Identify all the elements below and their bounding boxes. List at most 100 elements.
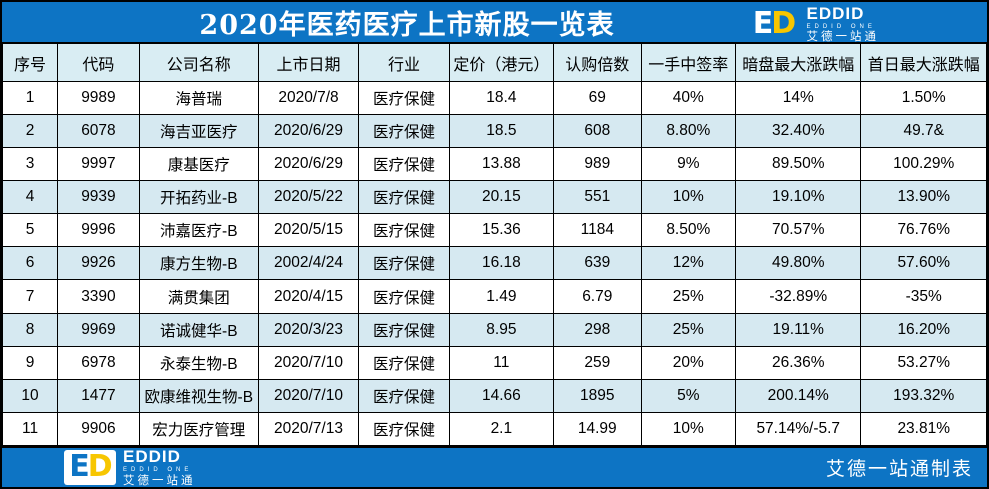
badge-letter-e: E — [752, 6, 773, 42]
cell-industry: 医疗保健 — [358, 378, 450, 413]
cell-index: 8 — [1, 312, 59, 347]
badge-letter-d: D — [771, 6, 796, 42]
cell-list-date: 2020/7/8 — [257, 80, 360, 116]
table-row: 4 9939 开拓药业-B 2020/5/22 医疗保健 20.15 551 10% 19.10… — [1, 180, 987, 215]
cell-code: 9926 — [57, 246, 140, 281]
cell-code: 1477 — [57, 378, 140, 413]
cell-price-hkd: 8.95 — [448, 312, 555, 347]
cell-company: 欧康维视生物-B — [138, 378, 259, 413]
eddid-logo-top: E D EDDID EDDID ONE 艾德一站通 — [748, 5, 880, 43]
cell-first-day-max-change: 57.60% — [860, 246, 987, 281]
cell-code: 3390 — [57, 279, 140, 314]
cell-subscription-multiple: 14.99 — [553, 411, 642, 447]
cell-first-day-max-change: 53.27% — [860, 345, 987, 380]
cell-grey-market-max-change: 89.50% — [735, 147, 862, 182]
cell-lot-win-rate: 10% — [640, 180, 737, 215]
cell-company: 康基医疗 — [138, 147, 259, 182]
cell-code: 9939 — [57, 180, 140, 215]
cell-grey-market-max-change: 14% — [735, 80, 862, 116]
cell-price-hkd: 2.1 — [448, 411, 555, 447]
cell-index: 5 — [1, 213, 59, 248]
cell-list-date: 2020/5/15 — [257, 213, 360, 248]
table-body: 1 9989 海普瑞 2020/7/8 医疗保健 18.4 69 40% 14% 1.50% 2 60… — [1, 80, 987, 447]
cell-company: 海吉亚医疗 — [138, 114, 259, 149]
cell-grey-market-max-change: -32.89% — [735, 279, 862, 314]
cell-industry: 医疗保健 — [358, 213, 450, 248]
cell-company: 海普瑞 — [138, 80, 259, 116]
column-header-subscription-multiple: 认购倍数 — [553, 43, 642, 82]
cell-lot-win-rate: 8.50% — [640, 213, 737, 248]
cell-lot-win-rate: 9% — [640, 147, 737, 182]
cell-index: 6 — [1, 246, 59, 281]
cell-industry: 医疗保健 — [358, 180, 450, 215]
table-row: 8 9969 诺诚健华-B 2020/3/23 医疗保健 8.95 298 25% 19.11%… — [1, 312, 987, 347]
cell-industry: 医疗保健 — [358, 411, 450, 447]
cell-code: 6978 — [57, 345, 140, 380]
cell-list-date: 2020/7/10 — [257, 345, 360, 380]
cell-list-date: 2020/7/10 — [257, 378, 360, 413]
cell-lot-win-rate: 25% — [640, 312, 737, 347]
cell-company: 永泰生物-B — [138, 345, 259, 380]
cell-industry: 医疗保健 — [358, 246, 450, 281]
cell-index: 7 — [1, 279, 59, 314]
cell-price-hkd: 18.4 — [448, 80, 555, 116]
cell-grey-market-max-change: 57.14%/-5.7 — [735, 411, 862, 447]
cell-company: 沛嘉医疗-B — [138, 213, 259, 248]
cell-price-hkd: 13.88 — [448, 147, 555, 182]
cell-code: 9906 — [57, 411, 140, 447]
cell-subscription-multiple: 639 — [553, 246, 642, 281]
column-header-price-hkd: 定价（港元） — [448, 43, 555, 82]
column-header-grey-market-max-change: 暗盘最大涨跌幅 — [735, 43, 862, 82]
cell-grey-market-max-change: 19.10% — [735, 180, 862, 215]
cell-grey-market-max-change: 19.11% — [735, 312, 862, 347]
cell-lot-win-rate: 12% — [640, 246, 737, 281]
eddid-subtitle: EDDID ONE — [123, 467, 193, 474]
cell-code: 9996 — [57, 213, 140, 248]
cell-first-day-max-change: 13.90% — [860, 180, 987, 215]
page-title: 2020年医药医疗上市新股一览表 — [199, 9, 615, 41]
cell-company: 康方生物-B — [138, 246, 259, 281]
cell-code: 9997 — [57, 147, 140, 182]
eddid-wordmark: EDDID — [123, 447, 181, 467]
cell-index: 1 — [1, 80, 59, 116]
eddid-logo-text: EDDID EDDID ONE 艾德一站通 — [807, 5, 880, 43]
cell-price-hkd: 20.15 — [448, 180, 555, 215]
cell-subscription-multiple: 1184 — [553, 213, 642, 248]
column-header-lot-win-rate: 一手中签率 — [640, 43, 737, 82]
cell-grey-market-max-change: 32.40% — [735, 114, 862, 149]
cell-first-day-max-change: -35% — [860, 279, 987, 314]
cell-list-date: 2020/3/23 — [257, 312, 360, 347]
cell-industry: 医疗保健 — [358, 114, 450, 149]
cell-industry: 医疗保健 — [358, 312, 450, 347]
cell-company: 开拓药业-B — [138, 180, 259, 215]
cell-grey-market-max-change: 200.14% — [735, 378, 862, 413]
table-row: 5 9996 沛嘉医疗-B 2020/5/15 医疗保健 15.36 1184 8.50% 70… — [1, 213, 987, 248]
cell-first-day-max-change: 193.32% — [860, 378, 987, 413]
cell-subscription-multiple: 1895 — [553, 378, 642, 413]
eddid-subtitle: EDDID ONE — [806, 23, 876, 30]
cell-lot-win-rate: 8.80% — [640, 114, 737, 149]
column-header-industry: 行业 — [358, 43, 450, 82]
cell-price-hkd: 14.66 — [448, 378, 555, 413]
cell-lot-win-rate: 10% — [640, 411, 737, 447]
cell-code: 9989 — [57, 80, 140, 116]
eddid-badge-icon: E D — [64, 449, 116, 485]
cell-industry: 医疗保健 — [358, 80, 450, 116]
cell-lot-win-rate: 20% — [640, 345, 737, 380]
badge-letter-e: E — [69, 449, 89, 485]
cell-price-hkd: 1.49 — [448, 279, 555, 314]
cell-index: 4 — [1, 180, 59, 215]
cell-first-day-max-change: 16.20% — [860, 312, 987, 347]
column-header-list-date: 上市日期 — [257, 43, 360, 82]
ipo-table-container: 序号 代码 公司名称 上市日期 行业 定价（港元） 认购倍数 一手中签率 暗盘最大涨跌幅 首日最大… — [1, 43, 987, 447]
cell-company: 宏力医疗管理 — [138, 411, 259, 447]
cell-first-day-max-change: 49.7& — [860, 114, 987, 149]
cell-subscription-multiple: 259 — [553, 345, 642, 380]
cell-list-date: 2002/4/24 — [257, 246, 360, 281]
eddid-tagline: 艾德一站通 — [123, 474, 196, 487]
cell-subscription-multiple: 298 — [553, 312, 642, 347]
cell-index: 3 — [1, 147, 59, 182]
eddid-logo-bottom: E D EDDID EDDID ONE 艾德一站通 — [64, 447, 196, 487]
cell-subscription-multiple: 989 — [553, 147, 642, 182]
cell-price-hkd: 15.36 — [448, 213, 555, 248]
